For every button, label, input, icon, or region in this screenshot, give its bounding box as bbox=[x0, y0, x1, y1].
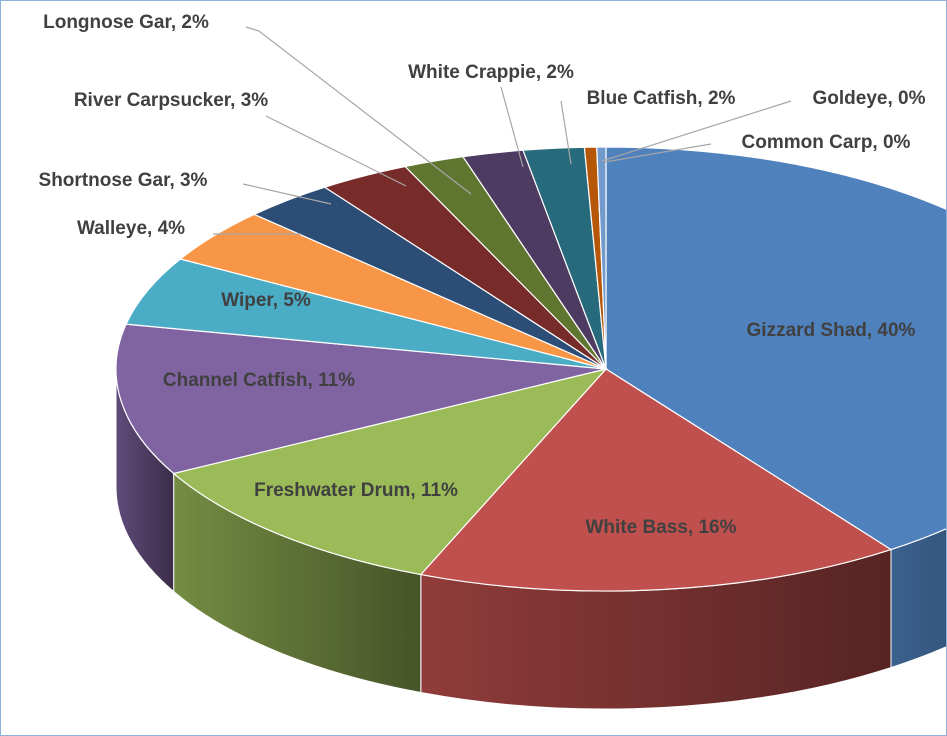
data-label: Goldeye, 0% bbox=[812, 88, 926, 109]
data-label: White Crappie, 2% bbox=[408, 62, 574, 83]
data-label: Gizzard Shad, 40% bbox=[746, 320, 916, 341]
leader-line bbox=[242, 183, 332, 205]
slice: Wiper bbox=[125, 258, 607, 370]
leader-line bbox=[604, 143, 712, 163]
leader-line bbox=[601, 100, 792, 162]
data-label: Walleye, 4% bbox=[76, 218, 186, 239]
slice: Common Carp bbox=[596, 146, 607, 370]
data-label: White Bass, 16% bbox=[585, 517, 737, 538]
leader-line bbox=[245, 26, 472, 195]
slice: Gizzard Shad bbox=[605, 146, 946, 551]
data-label: Wiper, 5% bbox=[221, 290, 311, 311]
slice: Freshwater Drum bbox=[172, 367, 608, 576]
data-label: Blue Catfish, 2% bbox=[586, 88, 736, 109]
data-label: Longnose Gar, 2% bbox=[43, 12, 209, 33]
data-label: Shortnose Gar, 3% bbox=[38, 170, 208, 191]
data-label: Freshwater Drum, 11% bbox=[254, 480, 458, 501]
data-label: River Carpsucker, 3% bbox=[73, 90, 269, 111]
leader-line bbox=[560, 100, 572, 165]
data-label: Channel Catfish, 11% bbox=[162, 370, 356, 391]
slice: White Bass bbox=[419, 368, 893, 592]
data-label: Common Carp, 0% bbox=[741, 132, 911, 153]
leader-line bbox=[500, 86, 524, 168]
leader-line bbox=[265, 115, 407, 187]
slice: Channel Catfish bbox=[115, 323, 607, 475]
